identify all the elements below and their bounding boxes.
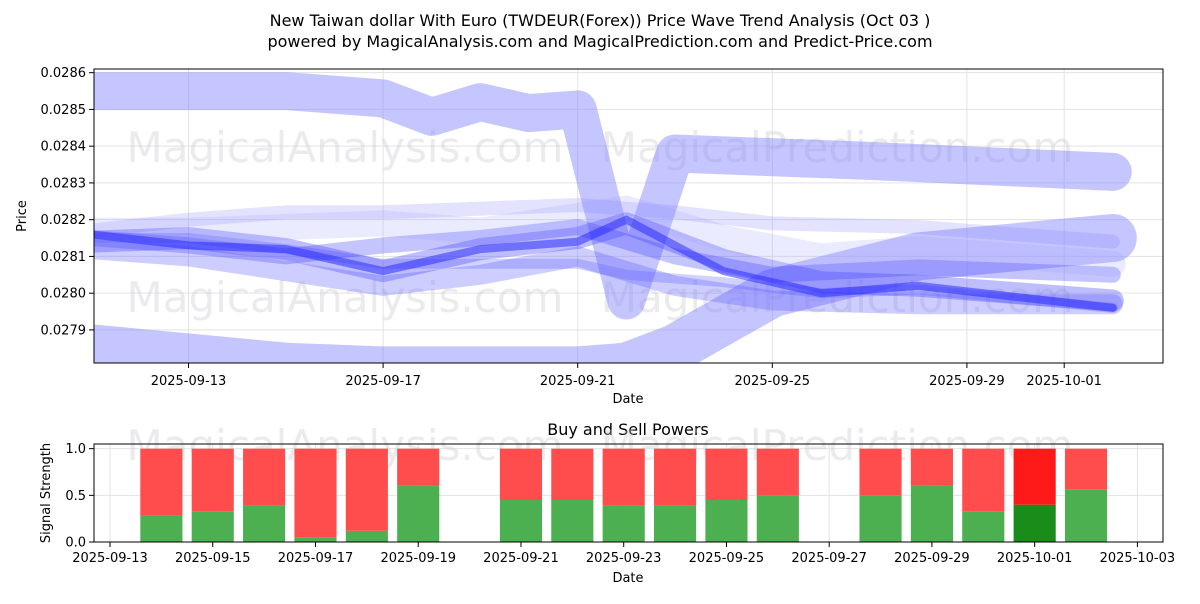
buy-bar-2025-09-28 <box>859 495 902 542</box>
price-y-tick-label: 0.0285 <box>41 103 87 118</box>
price-y-tick-label: 0.0280 <box>41 287 87 302</box>
buy-sell-x-tick-label: 2025-09-27 <box>791 551 867 566</box>
sell-bar-2025-09-30 <box>962 448 1005 512</box>
price-wave-panel: MagicalAnalysis.com MagicalPrediction.co… <box>15 66 1164 407</box>
buy-sell-x-tick-label: 2025-10-01 <box>997 551 1073 566</box>
sell-bar-2025-09-24 <box>654 448 697 506</box>
buy-bar-2025-09-14 <box>140 515 183 542</box>
buy-bar-2025-10-01 <box>1013 504 1056 542</box>
price-y-axis-label: Price <box>15 200 30 232</box>
sell-bar-2025-09-22 <box>551 448 594 500</box>
sell-bar-2025-09-14 <box>140 448 183 516</box>
watermark-analysis-mid: MagicalAnalysis.com <box>127 273 564 322</box>
buy-sell-y-axis-label: Signal Strength <box>39 443 54 543</box>
sell-bar-2025-09-19 <box>397 448 440 486</box>
price-x-tick-label: 2025-09-25 <box>735 374 811 389</box>
buy-sell-x-tick-label: 2025-10-03 <box>1100 551 1176 566</box>
price-plot-frame <box>93 68 1164 364</box>
buy-sell-x-tick-label: 2025-09-17 <box>278 551 354 566</box>
buy-bar-2025-09-23 <box>602 505 645 542</box>
price-x-axis-label: Date <box>612 392 643 407</box>
price-x-tick-label: 2025-10-01 <box>1026 374 1102 389</box>
sell-bar-2025-09-29 <box>910 448 953 486</box>
watermark-analysis-top: MagicalAnalysis.com <box>127 123 564 172</box>
buy-sell-x-tick-label: 2025-09-25 <box>689 551 765 566</box>
buy-sell-x-ticks: 2025-09-13 2025-09-15 2025-09-17 2025-09-19… <box>72 542 1175 566</box>
price-x-tick-label: 2025-09-13 <box>151 374 227 389</box>
price-grid <box>94 69 1163 363</box>
price-x-tick-label: 2025-09-21 <box>540 374 616 389</box>
buy-sell-plot-frame <box>93 443 1164 543</box>
buy-bar-2025-09-21 <box>499 500 543 542</box>
price-wave-series <box>94 72 1137 363</box>
price-y-tick-label: 0.0282 <box>41 213 87 228</box>
buy-sell-y-tick-label: 0.0 <box>65 536 86 551</box>
price-x-tick-label: 2025-09-17 <box>345 374 421 389</box>
buy-sell-y-ticks: 0.0 0.5 1.0 <box>65 442 94 551</box>
sell-bar-2025-09-16 <box>243 448 286 506</box>
buy-bar-2025-09-30 <box>962 511 1005 542</box>
chart-title: New Taiwan dollar With Euro (TWDEUR(Fore… <box>270 11 931 30</box>
price-x-ticks: 2025-09-13 2025-09-17 2025-09-21 2025-09-25… <box>151 363 1102 389</box>
buy-bar-2025-09-22 <box>551 500 594 542</box>
buy-sell-x-tick-label: 2025-09-13 <box>72 551 148 566</box>
sell-bar-2025-09-21 <box>499 448 543 500</box>
buy-sell-title: Buy and Sell Powers <box>547 420 709 439</box>
buy-sell-x-tick-label: 2025-09-19 <box>380 551 456 566</box>
price-wave-line-4 <box>94 198 1120 249</box>
sell-bar-2025-09-26 <box>756 448 799 496</box>
sell-bar-2025-09-23 <box>602 448 645 506</box>
price-wave-line-1 <box>94 72 1132 320</box>
buy-sell-x-tick-label: 2025-09-15 <box>175 551 251 566</box>
buy-sell-panel: Buy and Sell Powers MagicalAnalysis.com … <box>39 420 1175 586</box>
sell-bar-2025-09-18 <box>345 448 388 531</box>
buy-bar-2025-09-19 <box>397 485 440 542</box>
buy-sell-bars <box>140 448 1108 542</box>
price-y-tick-label: 0.0284 <box>41 140 87 155</box>
buy-bar-2025-09-18 <box>345 530 388 542</box>
price-y-tick-label: 0.0286 <box>41 66 87 81</box>
sell-bar-2025-09-15 <box>191 448 234 512</box>
price-wave-line-7 <box>94 239 1123 315</box>
buy-bar-2025-10-02 <box>1064 489 1108 542</box>
buy-sell-x-tick-label: 2025-09-29 <box>894 551 970 566</box>
sell-bar-2025-09-28 <box>859 448 902 496</box>
buy-sell-x-tick-label: 2025-09-23 <box>586 551 662 566</box>
price-y-ticks: 0.0279 0.0280 0.0281 0.0282 0.0283 0.0284 0.02… <box>41 66 94 338</box>
buy-bar-2025-09-26 <box>756 495 799 542</box>
sell-bar-2025-10-01 <box>1013 448 1056 505</box>
buy-bar-2025-09-17 <box>294 537 337 542</box>
price-wave-line-9 <box>94 215 1117 312</box>
price-watermarks: MagicalAnalysis.com MagicalPrediction.co… <box>127 123 1074 322</box>
buy-bar-2025-09-15 <box>191 511 234 542</box>
buy-bar-2025-09-16 <box>243 505 286 542</box>
price-wave-line-2 <box>94 214 1137 363</box>
buy-sell-x-tick-label: 2025-09-21 <box>483 551 559 566</box>
price-y-tick-label: 0.0281 <box>41 250 87 265</box>
buy-sell-y-tick-label: 0.5 <box>65 489 86 504</box>
sell-bar-2025-09-25 <box>705 448 748 500</box>
buy-bar-2025-09-29 <box>910 485 953 542</box>
watermark-prediction-top: MagicalPrediction.com <box>601 123 1074 172</box>
buy-bar-2025-09-25 <box>705 500 748 542</box>
price-y-tick-label: 0.0283 <box>41 176 87 191</box>
buy-sell-x-axis-label: Date <box>612 571 643 586</box>
buy-bar-2025-09-24 <box>654 505 697 542</box>
sell-bar-2025-10-02 <box>1064 448 1108 490</box>
price-y-tick-label: 0.0279 <box>41 323 87 338</box>
price-x-tick-label: 2025-09-29 <box>929 374 1005 389</box>
buy-sell-y-tick-label: 1.0 <box>65 442 86 457</box>
price-wave-line-8 <box>94 195 1126 277</box>
chart-subtitle: powered by MagicalAnalysis.com and Magic… <box>267 32 932 51</box>
sell-bar-2025-09-17 <box>294 448 337 538</box>
